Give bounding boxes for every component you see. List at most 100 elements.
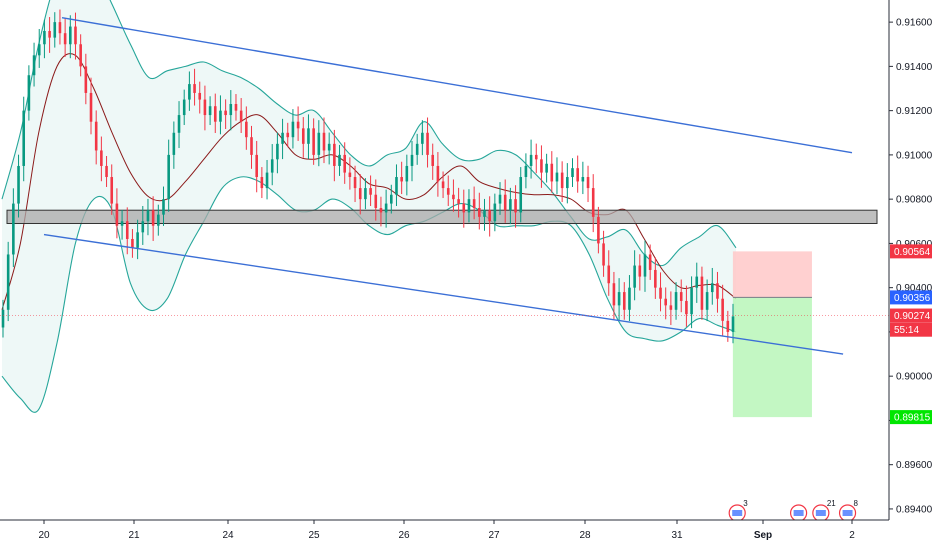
candle-body <box>384 203 388 213</box>
candle <box>198 81 202 114</box>
event-badge[interactable]: 8 <box>838 499 859 522</box>
candle-body <box>22 110 26 166</box>
candle-body <box>452 194 455 200</box>
candle <box>716 271 719 313</box>
candle <box>436 152 440 197</box>
channel-upper-line[interactable] <box>61 17 853 154</box>
candle-body <box>58 22 62 34</box>
channel-lower-line[interactable] <box>43 233 844 355</box>
price-label: 0.89815 <box>890 410 932 425</box>
candle-body <box>472 199 476 208</box>
candle <box>685 285 688 327</box>
candle-body <box>457 199 460 204</box>
candle <box>674 282 678 320</box>
candle-body <box>291 121 295 138</box>
candle-body <box>643 254 647 277</box>
candle <box>415 133 419 165</box>
candle <box>628 275 631 322</box>
candle <box>731 303 735 344</box>
candle <box>659 272 662 312</box>
position-target-zone[interactable] <box>732 297 812 418</box>
candle-body <box>576 168 579 182</box>
event-badge[interactable]: 21 <box>812 499 836 522</box>
candle <box>441 171 445 199</box>
candle <box>239 98 243 133</box>
candle <box>6 241 10 322</box>
candle-body <box>597 216 600 244</box>
candle <box>141 206 145 245</box>
candle-body <box>151 210 155 226</box>
y-tick-label: 0.91400 <box>896 62 932 73</box>
candle <box>193 68 196 106</box>
candle <box>69 15 72 59</box>
candle-body <box>560 172 564 189</box>
candle <box>157 204 160 236</box>
candle <box>452 179 455 212</box>
candle-body <box>141 221 145 233</box>
event-badges-layer[interactable]: 3 21 8 <box>728 499 859 522</box>
candle-body <box>395 177 398 195</box>
candle <box>446 175 450 207</box>
candle-body <box>322 132 326 151</box>
candle <box>276 132 279 174</box>
candle <box>669 291 673 326</box>
candle <box>483 198 486 231</box>
candle-body <box>136 232 139 248</box>
x-tick-label: 21 <box>128 530 140 541</box>
candle-body <box>498 194 502 204</box>
candle <box>426 117 429 168</box>
candle-body <box>27 75 31 111</box>
candle <box>493 193 497 232</box>
candle <box>312 118 315 165</box>
event-badge[interactable]: 3 <box>728 499 748 522</box>
candle <box>503 179 507 223</box>
candle-body <box>509 199 512 211</box>
candle-body <box>731 316 735 332</box>
candle <box>146 198 150 236</box>
candle-body <box>208 106 212 116</box>
candle-body <box>431 154 435 166</box>
x-tick-label: 27 <box>488 530 500 541</box>
candle <box>700 266 704 320</box>
x-tick-label: 24 <box>222 530 234 541</box>
x-tick-label: 28 <box>579 530 591 541</box>
price-label-box <box>890 308 932 323</box>
channel-layer[interactable] <box>43 17 853 355</box>
candle-body <box>12 203 15 255</box>
candle-body <box>131 238 134 248</box>
candle-body <box>586 177 590 189</box>
x-tick-label: 26 <box>398 530 410 541</box>
candle <box>224 99 227 130</box>
event-badge[interactable] <box>789 504 808 522</box>
price-label: 0.90356 <box>890 290 932 305</box>
candle-body <box>654 269 657 288</box>
candle-body <box>664 298 667 306</box>
candle <box>79 34 82 77</box>
candle-body <box>726 320 730 332</box>
candle-body <box>690 287 693 315</box>
candle <box>400 161 403 195</box>
candle <box>389 184 393 214</box>
candle-body <box>270 159 274 173</box>
position-stop-zone[interactable] <box>732 251 812 298</box>
candle-body <box>172 132 176 155</box>
price-label-box <box>890 244 932 259</box>
candle-body <box>182 99 186 116</box>
x-tick-label: 31 <box>671 530 683 541</box>
price-label-box <box>890 322 932 337</box>
short-position-layer[interactable] <box>732 251 812 418</box>
candle <box>410 140 414 182</box>
candle <box>591 174 595 233</box>
candle-body <box>17 165 20 204</box>
candle-body <box>286 132 290 138</box>
candle <box>136 219 139 260</box>
candle-body <box>426 132 429 155</box>
y-tick-label: 0.91600 <box>896 18 932 29</box>
candle-body <box>446 188 450 195</box>
candle-body <box>43 30 46 45</box>
candle <box>519 167 523 223</box>
y-tick-label: 0.91000 <box>896 150 932 161</box>
candle-body <box>333 143 336 166</box>
